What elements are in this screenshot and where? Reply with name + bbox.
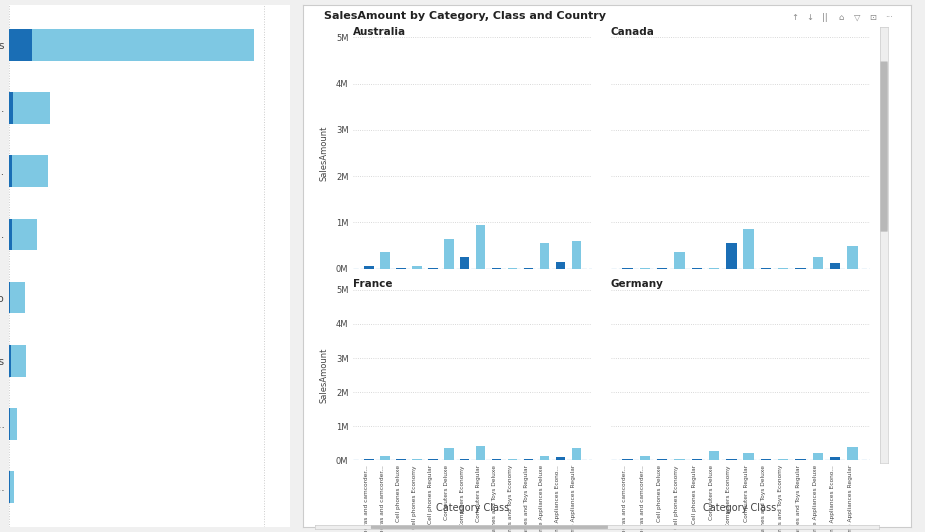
Text: SalesAmount: SalesAmount — [319, 125, 328, 181]
Bar — [364, 267, 374, 269]
Bar — [460, 257, 470, 269]
Bar — [9, 345, 10, 377]
Bar — [639, 268, 650, 269]
Bar — [9, 408, 17, 440]
Text: ⌂: ⌂ — [838, 13, 844, 22]
Bar — [813, 453, 823, 460]
Bar — [847, 447, 857, 460]
Bar — [9, 92, 13, 124]
Bar — [380, 253, 389, 269]
Bar — [9, 219, 12, 250]
Text: Canada: Canada — [610, 27, 654, 37]
Text: ↑: ↑ — [791, 13, 798, 22]
Bar — [572, 241, 581, 269]
Text: ||: || — [822, 13, 828, 22]
Bar — [572, 448, 581, 460]
Bar — [9, 155, 47, 187]
Bar — [657, 268, 667, 269]
Text: SalesAmount by Category, Class and Country: SalesAmount by Category, Class and Count… — [324, 11, 606, 21]
Text: ↓: ↓ — [807, 13, 814, 22]
Bar — [796, 268, 806, 269]
Text: SalesAmount: SalesAmount — [319, 347, 328, 403]
Bar — [830, 458, 841, 460]
Bar — [9, 219, 37, 250]
Bar — [744, 229, 754, 269]
Bar — [760, 268, 771, 269]
Bar — [726, 243, 736, 269]
Bar — [709, 451, 720, 460]
Bar — [692, 268, 702, 269]
Bar — [639, 456, 650, 460]
Bar — [444, 448, 453, 460]
Bar — [830, 263, 841, 269]
Text: ···: ··· — [885, 13, 894, 22]
Bar — [444, 238, 453, 269]
Bar — [9, 92, 50, 124]
Bar — [9, 29, 254, 61]
FancyBboxPatch shape — [371, 525, 608, 529]
Bar — [412, 267, 422, 269]
Text: Category Class: Category Class — [703, 503, 777, 513]
Bar — [813, 257, 823, 269]
Bar — [9, 282, 25, 313]
Bar — [556, 458, 565, 460]
Bar — [508, 268, 517, 269]
Bar — [524, 268, 534, 269]
Text: Germany: Germany — [610, 279, 663, 289]
Bar — [623, 268, 633, 269]
Bar — [539, 456, 549, 460]
Bar — [492, 268, 501, 269]
Bar — [709, 268, 720, 269]
Bar — [428, 268, 438, 269]
Bar — [475, 446, 486, 460]
Text: Australia: Australia — [353, 27, 406, 37]
Text: Category Class: Category Class — [436, 503, 510, 513]
Text: ▽: ▽ — [854, 13, 860, 22]
Bar — [9, 282, 10, 313]
Bar — [744, 453, 754, 460]
FancyBboxPatch shape — [880, 62, 888, 231]
Bar — [9, 155, 12, 187]
Bar — [380, 456, 389, 460]
Bar — [9, 471, 14, 503]
Bar — [847, 246, 857, 269]
Bar — [674, 253, 684, 269]
Text: France: France — [353, 279, 393, 289]
Bar — [475, 225, 486, 269]
Bar — [396, 268, 406, 269]
Bar — [539, 243, 549, 269]
Bar — [556, 262, 565, 269]
Bar — [9, 345, 26, 377]
Bar — [9, 29, 32, 61]
Bar — [778, 268, 788, 269]
Text: ⊡: ⊡ — [870, 13, 877, 22]
